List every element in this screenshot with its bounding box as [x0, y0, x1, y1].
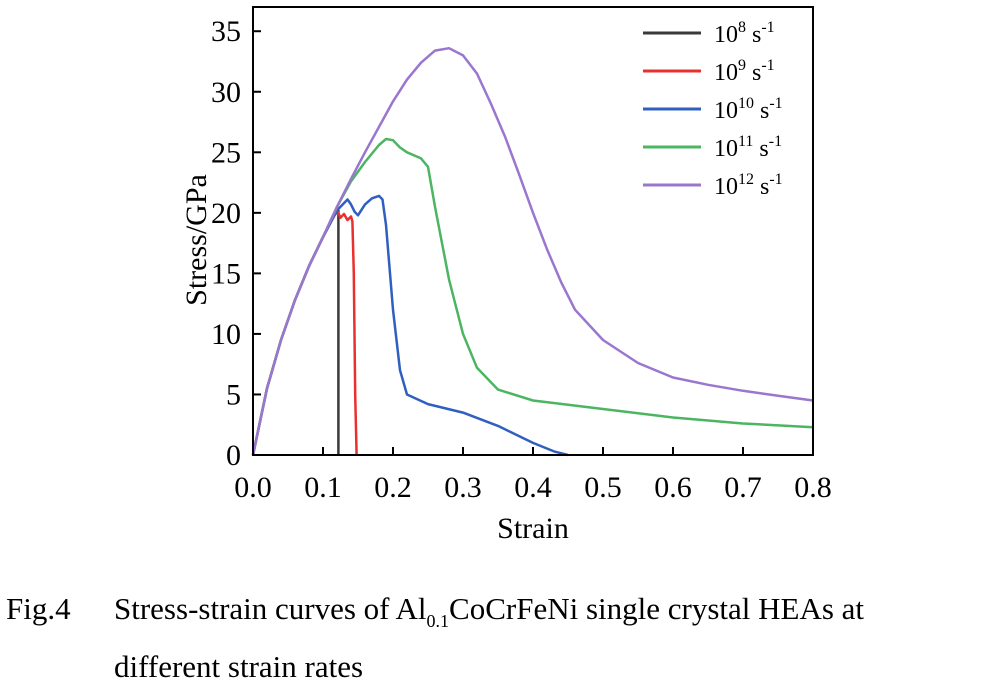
stress-strain-chart: 0.0 0.1 0.2 0.3 0.4 0.5 0.6 0.7 0.8 0 5 10 15 20 25 30…	[180, 6, 832, 545]
series-line-2	[251, 209, 358, 456]
legend: 108 s-1 109 s-1 1010 s-1 1011 s-1 1012 s-1	[643, 19, 783, 200]
x-tick-label: 0.2	[374, 471, 412, 504]
y-tick-label: 25	[211, 136, 241, 169]
y-tick-label: 10	[211, 318, 241, 351]
legend-label-1: 108 s-1	[714, 19, 775, 48]
series-line-3	[251, 194, 569, 457]
y-tick-label: 5	[226, 378, 241, 411]
y-axis: 0 5 10 15 20 25 30 35	[211, 15, 261, 472]
caption-line2: different strain rates	[114, 649, 364, 684]
x-tick-label: 0.8	[794, 471, 832, 504]
legend-label-2: 109 s-1	[714, 57, 775, 86]
x-tick-label: 0.4	[514, 471, 552, 504]
legend-label-5: 1012 s-1	[714, 171, 783, 200]
x-tick-label: 0.1	[304, 471, 342, 504]
x-tick-label: 0.5	[584, 471, 622, 504]
x-tick-label: 0.6	[654, 471, 692, 504]
series-lines	[251, 46, 814, 457]
y-tick-label: 35	[211, 15, 241, 48]
legend-label-4: 1011 s-1	[714, 133, 782, 162]
series-line-1	[251, 209, 340, 456]
y-tick-label: 0	[226, 439, 241, 472]
y-tick-label: 30	[211, 76, 241, 109]
legend-label-3: 1010 s-1	[714, 95, 783, 124]
x-tick-label: 0.7	[724, 471, 762, 504]
x-tick-label: 0.0	[234, 471, 272, 504]
figure-caption: Fig.4 Stress-strain curves of Al0.1CoCrFe…	[6, 586, 996, 690]
y-tick-label: 15	[211, 257, 241, 290]
caption-subscript: 0.1	[426, 611, 450, 631]
caption-label: Fig.4	[6, 591, 71, 626]
caption-text-before: Stress-strain curves of Al	[114, 591, 427, 626]
x-axis-label: Strain	[497, 512, 569, 545]
series-line-5	[251, 46, 814, 456]
x-axis: 0.0 0.1 0.2 0.3 0.4 0.5 0.6 0.7 0.8	[234, 447, 832, 504]
caption-text-after: CoCrFeNi single crystal HEAs at	[449, 591, 865, 626]
y-axis-label: Stress/GPa	[180, 174, 213, 306]
x-tick-label: 0.3	[444, 471, 482, 504]
y-tick-label: 20	[211, 197, 241, 230]
